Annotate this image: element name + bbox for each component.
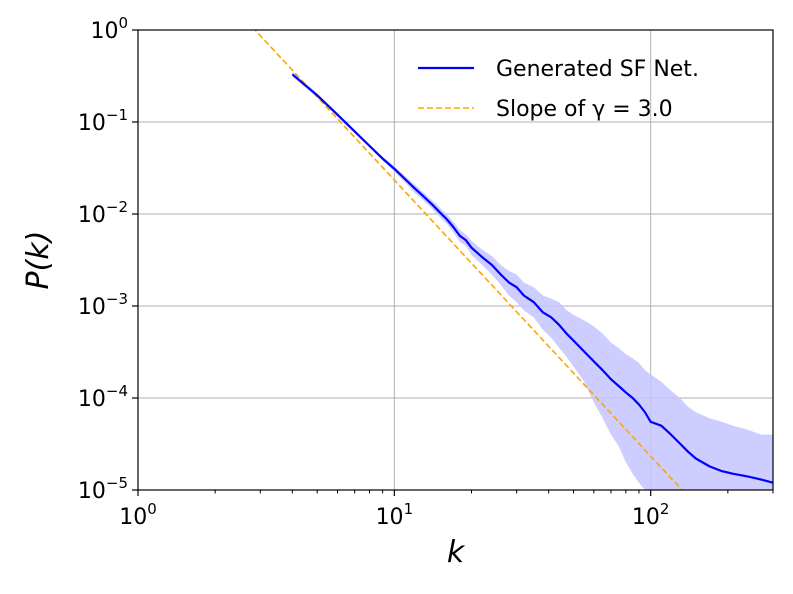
x-axis-label: k bbox=[447, 535, 466, 570]
series-lines bbox=[253, 30, 773, 490]
legend-entry-label: Slope of γ = 3.0 bbox=[496, 97, 673, 122]
y-axis-label: P(k) bbox=[21, 231, 56, 290]
y-tick-label: 10−3 bbox=[78, 290, 128, 320]
confidence-band-area bbox=[292, 71, 773, 490]
y-tick-label: 10−4 bbox=[78, 382, 128, 412]
y-tick-label: 10−1 bbox=[78, 106, 128, 136]
legend-entry-label: Generated SF Net. bbox=[496, 57, 699, 82]
y-tick-label: 100 bbox=[90, 14, 128, 44]
plot-frame bbox=[137, 29, 774, 491]
x-tick-label: 100 bbox=[119, 500, 157, 530]
y-tick-label: 10−5 bbox=[78, 474, 128, 504]
ticks: 100 101 102 100 10−1 10−2 10−3 10−4 10−5 bbox=[78, 14, 774, 530]
series-line-generated bbox=[291, 73, 773, 484]
confidence-band bbox=[292, 71, 773, 490]
x-tick-label: 101 bbox=[376, 500, 414, 530]
y-tick-label: 10−2 bbox=[78, 198, 128, 228]
legend: Generated SF Net. Slope of γ = 3.0 bbox=[418, 57, 699, 122]
x-tick-label: 102 bbox=[632, 500, 670, 530]
